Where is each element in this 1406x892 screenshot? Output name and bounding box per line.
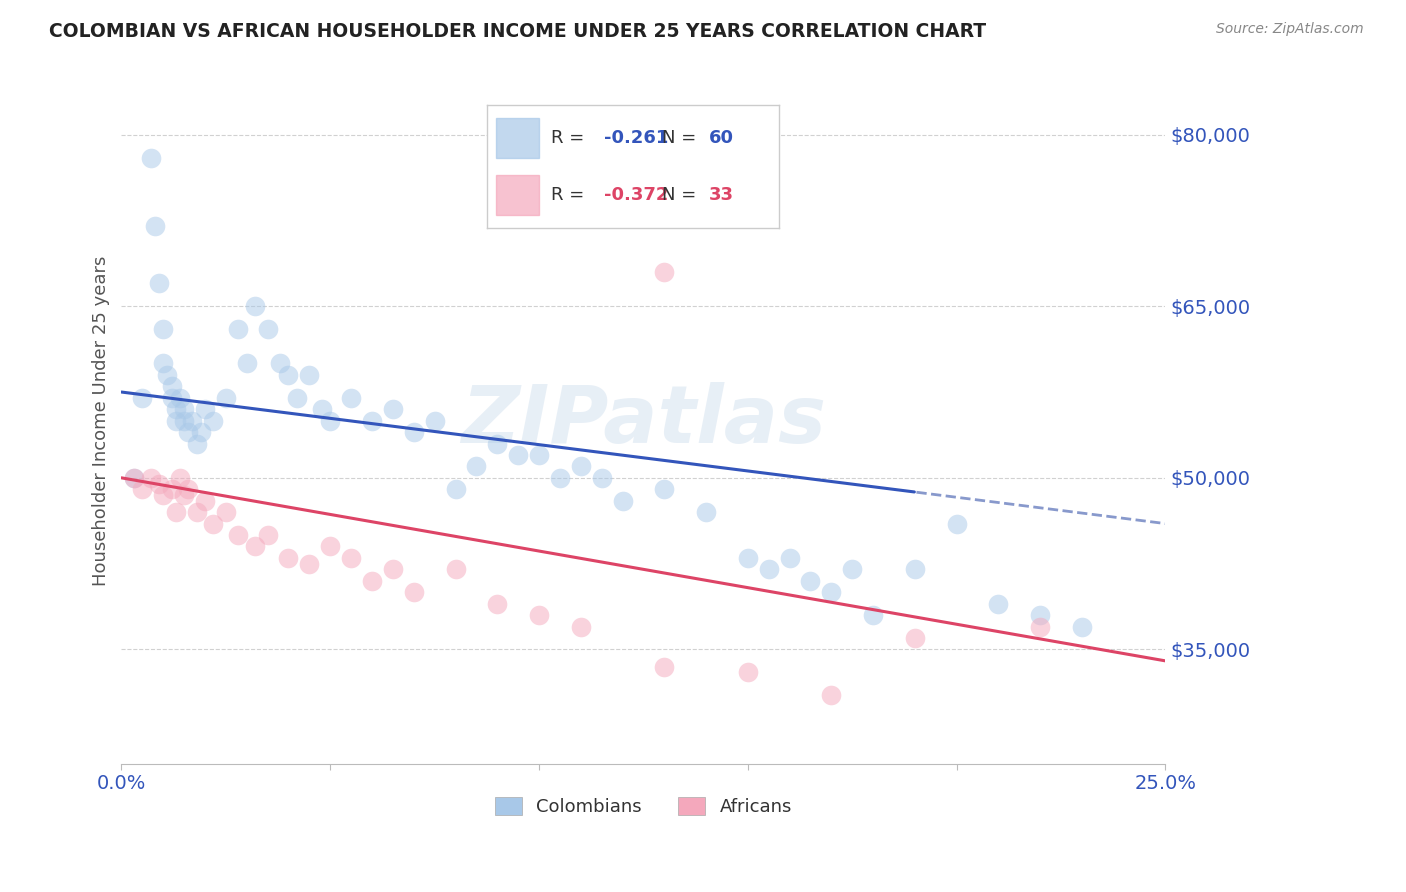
Point — [527, 608, 550, 623]
Point — [269, 356, 291, 370]
Point — [340, 550, 363, 565]
Point — [1029, 619, 1052, 633]
Point — [652, 659, 675, 673]
Point — [152, 356, 174, 370]
Point — [177, 425, 200, 439]
Point — [737, 665, 759, 680]
Point — [181, 414, 204, 428]
Point — [319, 414, 342, 428]
Point — [235, 356, 257, 370]
Point — [165, 402, 187, 417]
Point — [285, 391, 308, 405]
Point — [277, 368, 299, 382]
Point — [444, 483, 467, 497]
Point — [169, 471, 191, 485]
Point — [160, 379, 183, 393]
Legend: Colombians, Africans: Colombians, Africans — [488, 789, 799, 823]
Point — [612, 493, 634, 508]
Point — [148, 277, 170, 291]
Text: COLOMBIAN VS AFRICAN HOUSEHOLDER INCOME UNDER 25 YEARS CORRELATION CHART: COLOMBIAN VS AFRICAN HOUSEHOLDER INCOME … — [49, 22, 987, 41]
Point — [194, 493, 217, 508]
Point — [569, 459, 592, 474]
Point — [904, 562, 927, 576]
Point — [202, 414, 225, 428]
Point — [311, 402, 333, 417]
Point — [652, 265, 675, 279]
Point — [215, 391, 238, 405]
Point — [987, 597, 1010, 611]
Point — [381, 562, 404, 576]
Point — [298, 557, 321, 571]
Point — [186, 505, 208, 519]
Point — [779, 550, 801, 565]
Point — [177, 483, 200, 497]
Point — [361, 414, 384, 428]
Point — [841, 562, 863, 576]
Point — [228, 528, 250, 542]
Point — [228, 322, 250, 336]
Point — [799, 574, 821, 588]
Point — [139, 471, 162, 485]
Point — [527, 448, 550, 462]
Point — [173, 488, 195, 502]
Point — [156, 368, 179, 382]
Point — [131, 391, 153, 405]
Point — [139, 151, 162, 165]
Point — [361, 574, 384, 588]
Point — [569, 619, 592, 633]
Point — [486, 597, 509, 611]
Point — [215, 505, 238, 519]
Point — [423, 414, 446, 428]
Text: ZIPatlas: ZIPatlas — [461, 382, 825, 459]
Point — [381, 402, 404, 417]
Y-axis label: Householder Income Under 25 years: Householder Income Under 25 years — [93, 255, 110, 586]
Point — [152, 322, 174, 336]
Point — [160, 391, 183, 405]
Point — [277, 550, 299, 565]
Point — [122, 471, 145, 485]
Point — [402, 425, 425, 439]
Point — [243, 540, 266, 554]
Point — [591, 471, 613, 485]
Point — [508, 448, 530, 462]
Point — [945, 516, 967, 531]
Point — [165, 505, 187, 519]
Point — [444, 562, 467, 576]
Point — [298, 368, 321, 382]
Point — [820, 688, 842, 702]
Text: Source: ZipAtlas.com: Source: ZipAtlas.com — [1216, 22, 1364, 37]
Point — [862, 608, 884, 623]
Point — [486, 436, 509, 450]
Point — [243, 299, 266, 313]
Point — [169, 391, 191, 405]
Point — [904, 631, 927, 645]
Point — [173, 402, 195, 417]
Point — [143, 219, 166, 234]
Point — [737, 550, 759, 565]
Point — [1070, 619, 1092, 633]
Point — [148, 476, 170, 491]
Point — [186, 436, 208, 450]
Point — [194, 402, 217, 417]
Point — [652, 483, 675, 497]
Point — [131, 483, 153, 497]
Point — [1029, 608, 1052, 623]
Point — [122, 471, 145, 485]
Point — [340, 391, 363, 405]
Point — [190, 425, 212, 439]
Point — [165, 414, 187, 428]
Point — [319, 540, 342, 554]
Point — [152, 488, 174, 502]
Point — [758, 562, 780, 576]
Point — [256, 528, 278, 542]
Point — [256, 322, 278, 336]
Point — [202, 516, 225, 531]
Point — [160, 483, 183, 497]
Point — [695, 505, 717, 519]
Point — [820, 585, 842, 599]
Point — [548, 471, 571, 485]
Point — [402, 585, 425, 599]
Point — [173, 414, 195, 428]
Point — [465, 459, 488, 474]
